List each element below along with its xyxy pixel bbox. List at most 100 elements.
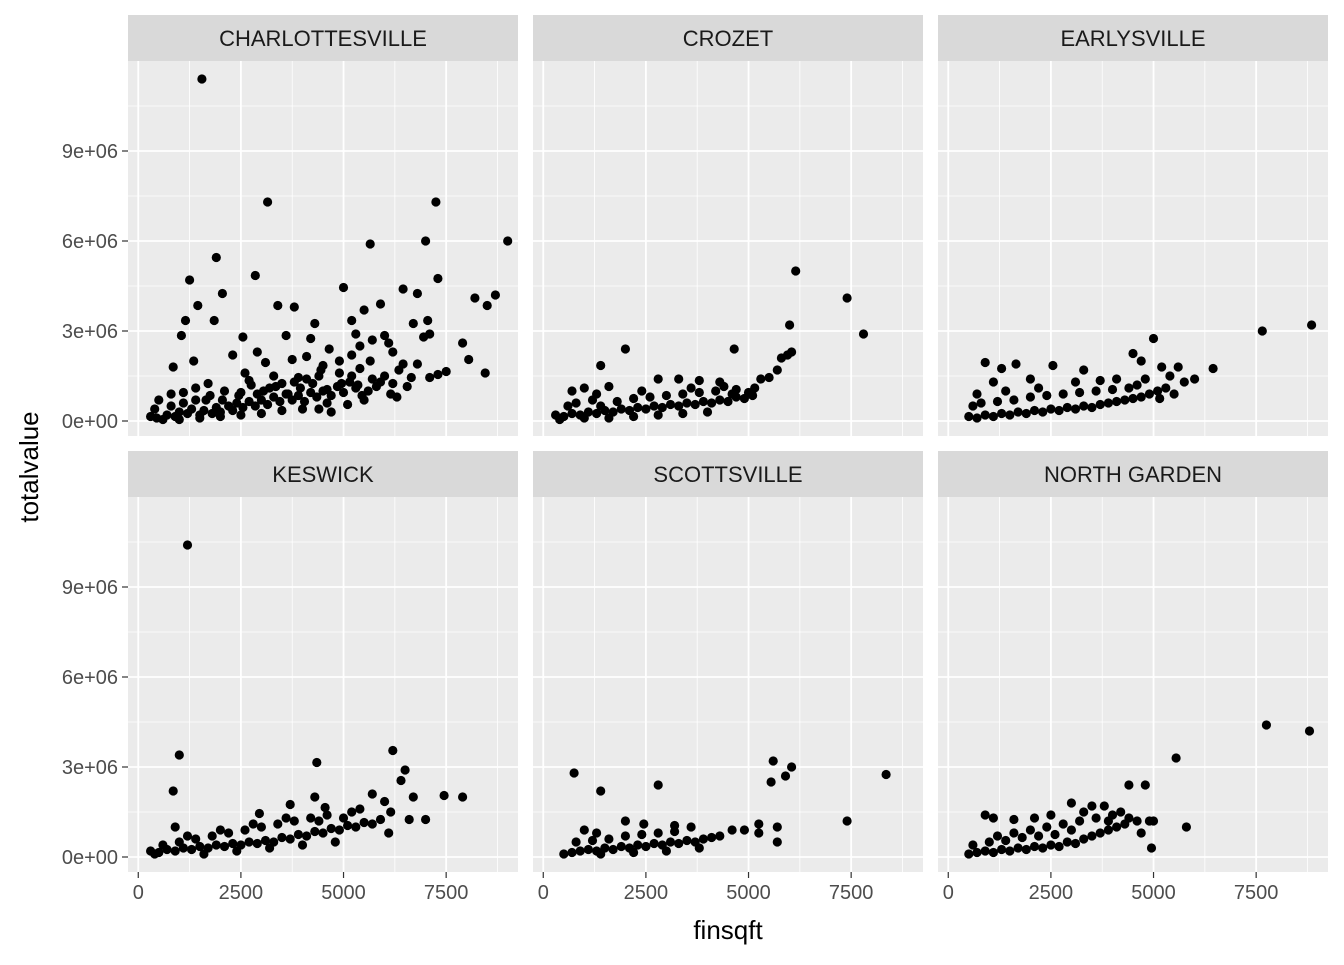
data-point <box>674 374 684 384</box>
data-point <box>263 399 273 410</box>
facet-panel: KESWICK <box>128 451 518 872</box>
data-point <box>318 360 328 371</box>
data-point <box>785 320 795 330</box>
data-point <box>563 401 573 411</box>
data-point <box>1042 390 1052 401</box>
data-point <box>380 371 390 381</box>
data-point <box>559 849 569 859</box>
data-point <box>299 396 310 407</box>
data-point <box>380 796 390 807</box>
x-tick-label: 5000 <box>1131 882 1176 904</box>
data-point <box>992 396 1003 407</box>
data-point <box>1173 362 1183 372</box>
data-point <box>1070 377 1081 387</box>
data-point <box>842 816 852 826</box>
data-point <box>228 405 238 416</box>
data-point <box>386 807 396 817</box>
data-point <box>772 365 782 375</box>
data-point <box>252 389 262 399</box>
data-point <box>1112 822 1122 832</box>
x-tick-label: 7500 <box>1234 882 1279 904</box>
data-point <box>1148 333 1159 344</box>
data-point <box>633 402 643 413</box>
data-point <box>1029 841 1040 852</box>
x-axis-title: finsqft <box>693 915 763 945</box>
data-point <box>1181 822 1191 832</box>
data-point <box>1136 828 1146 838</box>
facet-strip-label: CROZET <box>683 26 773 51</box>
data-point <box>1128 348 1138 359</box>
data-point <box>1091 813 1101 823</box>
data-point <box>1148 816 1159 826</box>
data-point <box>248 819 258 829</box>
data-point <box>587 835 598 846</box>
data-point <box>351 329 361 339</box>
data-point <box>490 290 500 300</box>
data-point <box>408 792 418 802</box>
data-point <box>425 372 435 383</box>
data-point <box>338 282 349 293</box>
data-point <box>187 404 197 414</box>
data-point <box>1140 374 1150 384</box>
data-point <box>250 270 260 281</box>
data-point <box>281 813 291 823</box>
grid-lines <box>938 61 1328 436</box>
data-point <box>1046 404 1056 414</box>
data-point <box>596 401 606 411</box>
data-point <box>388 347 398 357</box>
data-point <box>1112 374 1122 384</box>
data-point <box>637 386 647 396</box>
panels-layer: CHARLOTTESVILLE CROZET EARLYSVILLE KESWICK S… <box>128 15 1328 872</box>
data-point <box>322 398 332 408</box>
data-point <box>698 834 709 844</box>
data-point <box>256 822 266 832</box>
data-point <box>1155 393 1165 404</box>
data-point <box>394 365 404 375</box>
data-point <box>347 807 357 817</box>
facet-strip <box>128 451 518 497</box>
data-point <box>236 410 246 420</box>
x-tick-label: 2500 <box>1029 882 1074 904</box>
y-axis-title: totalvalue <box>14 411 44 522</box>
data-point <box>320 802 330 813</box>
x-tick-label: 2500 <box>624 882 669 904</box>
data-point <box>162 410 172 420</box>
data-point <box>334 356 344 366</box>
data-point <box>252 838 262 849</box>
data-point <box>980 846 990 856</box>
data-point <box>396 775 406 786</box>
data-point <box>359 395 369 405</box>
data-point <box>592 828 602 838</box>
data-point <box>1075 387 1085 398</box>
data-point <box>665 399 676 410</box>
data-point <box>289 302 299 312</box>
data-point <box>1079 834 1089 844</box>
data-point <box>690 399 700 410</box>
data-point <box>244 375 254 386</box>
data-point <box>263 197 273 207</box>
facet-strip-label: CHARLOTTESVILLE <box>219 26 427 51</box>
data-point <box>302 831 312 841</box>
data-point <box>682 398 692 408</box>
data-point <box>661 390 672 401</box>
data-point <box>1132 380 1142 390</box>
data-points <box>559 756 891 859</box>
data-point <box>260 835 271 846</box>
data-point <box>787 762 797 772</box>
data-point <box>326 823 336 834</box>
data-point <box>1144 389 1154 399</box>
data-point <box>612 396 622 407</box>
data-point <box>150 404 160 414</box>
data-point <box>388 378 398 389</box>
data-point <box>727 825 737 835</box>
data-point <box>1171 753 1181 763</box>
data-point <box>433 273 443 284</box>
data-point <box>569 768 579 778</box>
data-point <box>347 350 357 360</box>
data-point <box>232 846 242 856</box>
data-point <box>756 374 766 384</box>
data-point <box>217 395 227 405</box>
data-point <box>285 799 295 810</box>
data-point <box>277 378 287 389</box>
